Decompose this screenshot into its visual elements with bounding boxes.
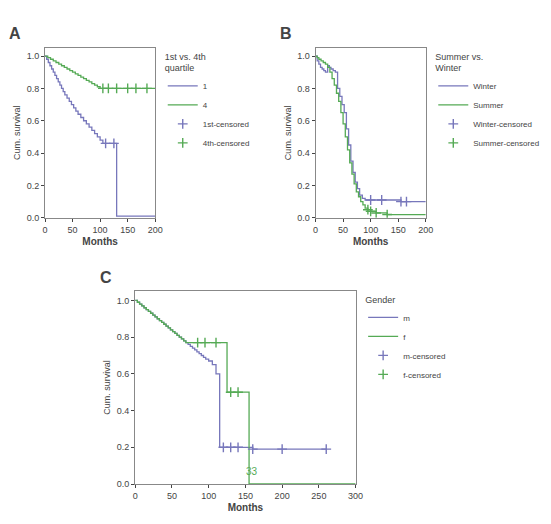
svg-text:0.6: 0.6 — [117, 369, 130, 379]
svg-text:Winter-censored: Winter-censored — [473, 120, 532, 129]
svg-text:C: C — [100, 269, 112, 286]
svg-text:m-censored: m-censored — [403, 352, 445, 361]
svg-text:0.2: 0.2 — [297, 181, 310, 191]
svg-text:0.2: 0.2 — [117, 442, 130, 452]
svg-text:0.8: 0.8 — [27, 84, 40, 94]
svg-text:Months: Months — [228, 502, 264, 513]
svg-text:50: 50 — [338, 225, 348, 235]
svg-text:1st vs. 4thquartile: 1st vs. 4thquartile — [165, 52, 206, 74]
svg-text:0.4: 0.4 — [27, 148, 40, 158]
svg-text:0.6: 0.6 — [297, 116, 310, 126]
svg-text:100: 100 — [363, 225, 378, 235]
svg-text:150: 150 — [238, 491, 253, 501]
svg-text:4th-censored: 4th-censored — [203, 139, 250, 148]
svg-text:B: B — [280, 25, 292, 42]
svg-text:1: 1 — [203, 82, 208, 91]
svg-text:A: A — [9, 25, 21, 42]
svg-text:f-censored: f-censored — [403, 371, 441, 380]
svg-text:1.0: 1.0 — [27, 51, 40, 61]
svg-text:Months: Months — [82, 236, 118, 247]
svg-text:0.8: 0.8 — [297, 84, 310, 94]
svg-text:150: 150 — [120, 225, 135, 235]
svg-text:250: 250 — [311, 491, 326, 501]
svg-text:f: f — [403, 333, 406, 342]
svg-text:0: 0 — [313, 225, 318, 235]
svg-text:Summer vs.Winter: Summer vs.Winter — [435, 52, 483, 74]
svg-text:100: 100 — [93, 225, 108, 235]
svg-text:0.0: 0.0 — [117, 479, 130, 489]
svg-text:0: 0 — [133, 491, 138, 501]
svg-text:Cum. survival: Cum. survival — [283, 106, 293, 161]
svg-text:200: 200 — [418, 225, 433, 235]
svg-text:1st-censored: 1st-censored — [203, 120, 249, 129]
svg-text:1.0: 1.0 — [297, 51, 310, 61]
svg-text:0.0: 0.0 — [297, 213, 310, 223]
svg-text:0.2: 0.2 — [27, 181, 40, 191]
svg-text:Months: Months — [353, 236, 389, 247]
svg-text:4: 4 — [203, 101, 208, 110]
svg-text:m: m — [403, 314, 410, 323]
svg-text:0.4: 0.4 — [117, 406, 130, 416]
svg-text:1.0: 1.0 — [117, 296, 130, 306]
svg-text:Summer: Summer — [473, 101, 504, 110]
svg-text:Gender: Gender — [365, 295, 395, 305]
svg-text:0.8: 0.8 — [117, 332, 130, 342]
svg-text:200: 200 — [275, 491, 290, 501]
svg-text:33: 33 — [246, 466, 258, 477]
svg-text:50: 50 — [167, 491, 177, 501]
svg-text:50: 50 — [68, 225, 78, 235]
svg-text:200: 200 — [148, 225, 163, 235]
svg-text:Winter: Winter — [473, 82, 496, 91]
svg-text:150: 150 — [391, 225, 406, 235]
svg-text:Cum. survival: Cum. survival — [102, 360, 112, 415]
svg-text:Cum. survival: Cum. survival — [12, 106, 22, 161]
svg-text:0: 0 — [42, 225, 47, 235]
svg-text:Summer-censored: Summer-censored — [473, 139, 539, 148]
svg-text:0.6: 0.6 — [27, 116, 40, 126]
svg-text:300: 300 — [348, 491, 363, 501]
svg-text:0.0: 0.0 — [27, 213, 40, 223]
svg-text:0.4: 0.4 — [297, 148, 310, 158]
svg-text:100: 100 — [201, 491, 216, 501]
